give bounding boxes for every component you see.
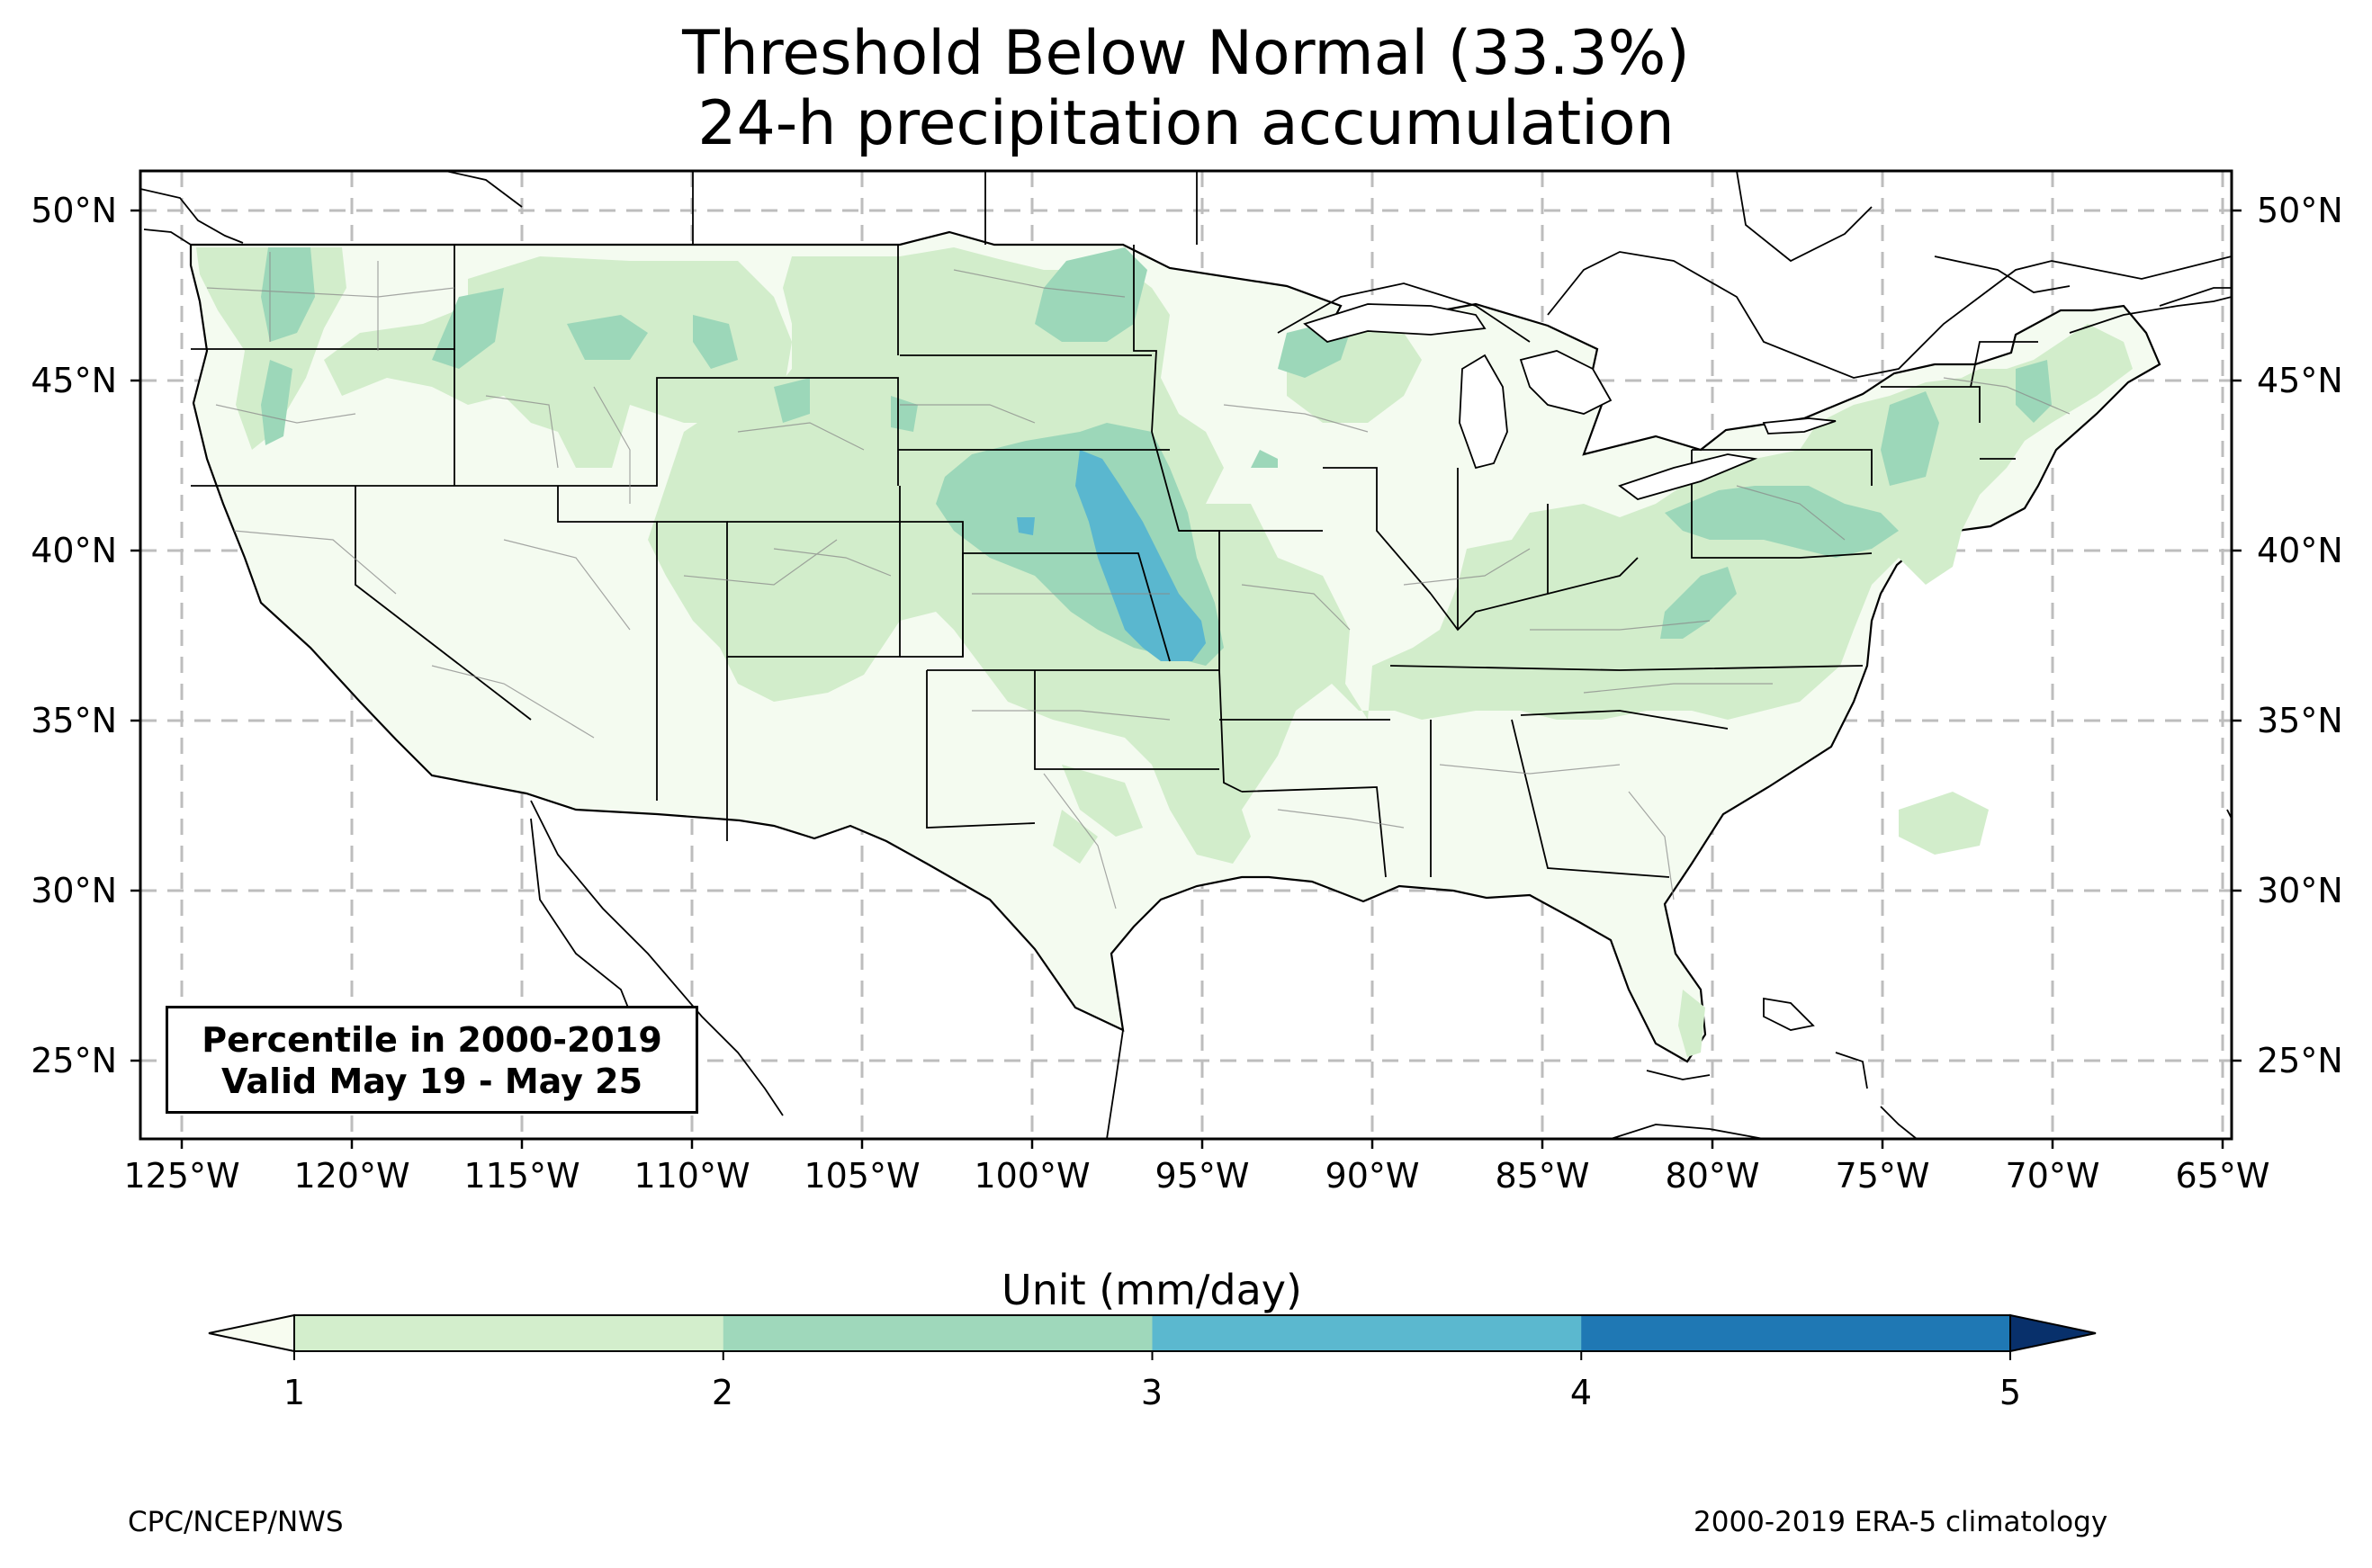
lat-tick-label-left: 35°N (31, 701, 117, 740)
info-box-percentile: Percentile in 2000-2019 (202, 1020, 662, 1060)
lon-tick-label: 115°W (463, 1156, 580, 1196)
lon-tick-label: 90°W (1325, 1156, 1420, 1196)
lat-tick-label-right: 35°N (2257, 701, 2343, 740)
lon-tick-label: 125°W (123, 1156, 240, 1196)
colorbar-tick-label: 3 (1140, 1373, 1164, 1412)
lon-tick-label: 110°W (633, 1156, 750, 1196)
lat-tick-label-left: 50°N (31, 191, 117, 230)
precip-band-3-4 (1017, 450, 1206, 661)
colorbar-tick-label: 2 (711, 1373, 734, 1412)
lat-tick-label-right: 25°N (2257, 1041, 2343, 1080)
lat-tick-label-left: 40°N (31, 531, 117, 570)
colorbar-extend-min (208, 1313, 295, 1353)
lon-tick-label: 70°W (2005, 1156, 2100, 1196)
county-boundaries (206, 252, 2071, 909)
lat-tick-label-right: 40°N (2257, 531, 2343, 570)
colorbar-tick-label: 5 (1999, 1373, 2022, 1412)
colorbar-cell (1152, 1315, 1582, 1351)
lat-tick-label-left: 25°N (31, 1041, 117, 1080)
lon-tick-label: 100°W (974, 1156, 1091, 1196)
lat-tick-label-right: 45°N (2257, 361, 2343, 400)
colorbar-cell (723, 1315, 1153, 1351)
coastlines-and-borders (140, 171, 2232, 1139)
colorbar-tick-label: 1 (283, 1373, 306, 1412)
colorbar-extend-max (2009, 1313, 2097, 1353)
lon-tick-label: 85°W (1495, 1156, 1590, 1196)
lon-tick-label: 75°W (1835, 1156, 1930, 1196)
lon-tick-label: 95°W (1155, 1156, 1250, 1196)
lat-tick-label-right: 50°N (2257, 191, 2343, 230)
lat-tick-label-right: 30°N (2257, 871, 2343, 910)
colorbar-cell (1581, 1315, 2011, 1351)
lon-tick-label: 65°W (2175, 1156, 2270, 1196)
lon-tick-label: 105°W (804, 1156, 921, 1196)
info-box-valid-dates: Valid May 19 - May 25 (220, 1062, 643, 1101)
state-boundaries (191, 245, 2038, 878)
lat-tick-label-left: 30°N (31, 871, 117, 910)
colorbar-title: Unit (mm/day) (1002, 1266, 1302, 1314)
map-frame (139, 169, 2233, 1141)
period-info-box: Percentile in 2000-2019 Valid May 19 - M… (166, 1006, 698, 1114)
lat-tick-label-left: 45°N (31, 361, 117, 400)
lon-tick-label: 120°W (293, 1156, 410, 1196)
map-tick-marks (130, 209, 2242, 1149)
credit-agency: CPC/NCEP/NWS (128, 1506, 344, 1538)
lon-tick-label: 80°W (1665, 1156, 1760, 1196)
chart-subtitle: 24-h precipitation accumulation (697, 88, 1675, 159)
great-lakes (1303, 303, 1837, 500)
credit-climatology: 2000-2019 ERA-5 climatology (1694, 1506, 2108, 1538)
colorbar-cell (294, 1315, 724, 1351)
chart-title: Threshold Below Normal (33.3%) (682, 18, 1690, 89)
colorbar-tick-label: 4 (1569, 1373, 1593, 1412)
